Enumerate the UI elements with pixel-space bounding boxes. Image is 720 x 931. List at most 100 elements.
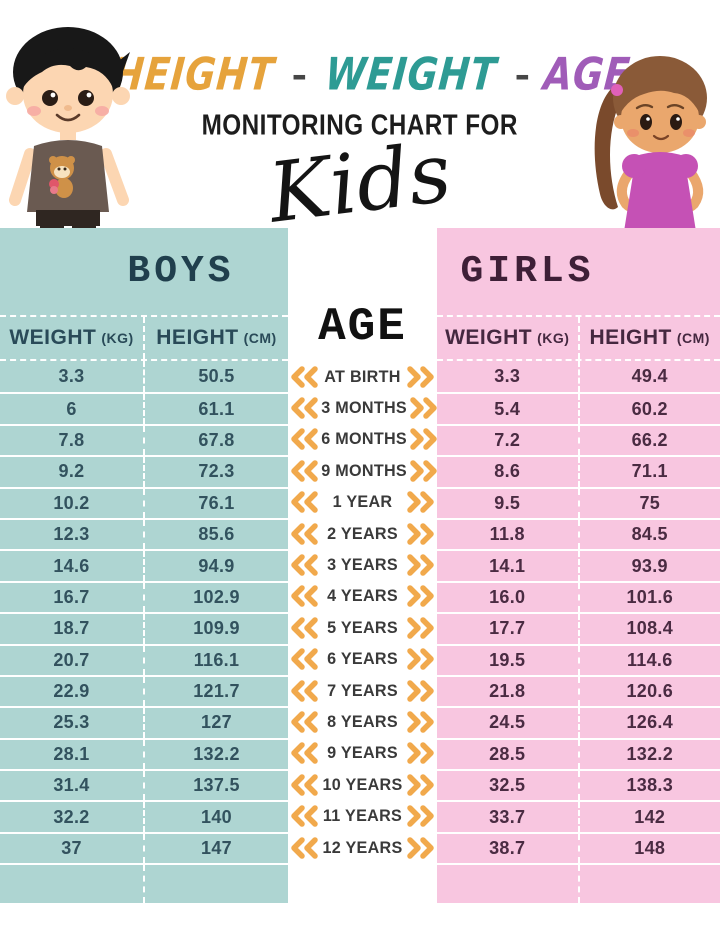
girls-weight-value: 7.2 xyxy=(494,429,521,450)
age-row: 3 MONTHS xyxy=(288,392,437,423)
boys-row: 37 147 xyxy=(0,831,288,864)
girls-weight-value: 11.8 xyxy=(489,524,525,545)
chevron-left-icon xyxy=(289,459,319,483)
boys-weight-value: 31.4 xyxy=(53,775,90,796)
age-row: 6 MONTHS xyxy=(288,424,437,455)
boys-row: 9.2 72.3 xyxy=(0,455,288,487)
chevron-left-icon xyxy=(289,616,319,640)
title-dash: - xyxy=(291,53,307,96)
girls-height-value: 75 xyxy=(577,488,720,518)
boys-weight-value: 18.7 xyxy=(53,618,90,639)
boys-weight-value: 10.2 xyxy=(53,492,90,513)
boys-row: 7.8 67.8 xyxy=(0,423,288,456)
chevron-right-icon xyxy=(406,647,436,671)
chevron-right-icon xyxy=(409,459,439,483)
age-label: 2 YEARS xyxy=(327,523,398,543)
boys-row: 6 61.1 xyxy=(0,392,288,424)
boys-column-headers: WEIGHT (KG) HEIGHT (CM) xyxy=(0,315,288,361)
boys-row: 32.2 140 xyxy=(0,800,288,832)
boys-height-value: 61.1 xyxy=(143,394,288,424)
age-label: 6 YEARS xyxy=(327,649,398,669)
girls-empty-cell xyxy=(437,865,578,903)
chevron-left-icon xyxy=(289,773,319,797)
age-row: 11 YEARS xyxy=(288,800,437,831)
age-row: 2 YEARS xyxy=(288,518,437,549)
girls-height-value: 49.4 xyxy=(577,361,720,393)
boys-table-title: BOYS xyxy=(127,250,235,293)
girls-height-value: 71.1 xyxy=(577,457,720,487)
boys-row: 12.3 85.6 xyxy=(0,517,288,550)
girls-weight-value: 3.3 xyxy=(494,366,521,387)
chevron-left-icon xyxy=(289,836,319,860)
chevron-right-icon xyxy=(406,365,436,389)
boys-weight-value: 16.7 xyxy=(53,586,90,607)
girls-row: 8.6 71.1 xyxy=(437,455,720,487)
girls-table-title: GIRLS xyxy=(460,250,595,293)
chevron-right-icon xyxy=(409,396,439,420)
girls-empty-cell xyxy=(577,865,720,903)
boys-height-value: 94.9 xyxy=(143,551,288,581)
age-label: 10 YEARS xyxy=(322,774,403,794)
title-dash: - xyxy=(514,53,530,96)
girls-weight-value: 21.8 xyxy=(489,681,526,702)
girls-height-value: 108.4 xyxy=(577,614,720,644)
age-row: 4 YEARS xyxy=(288,581,437,612)
girls-weight-value: 8.6 xyxy=(494,461,521,482)
girls-table-rows: 3.3 49.4 5.4 60.2 7.2 66.2 8.6 71.1 9.5 75 11.8 84.… xyxy=(437,361,720,903)
chevron-right-icon xyxy=(406,584,436,608)
chevron-left-icon xyxy=(289,365,319,389)
girls-weight-value: 32.5 xyxy=(489,775,526,796)
boys-height-header-label: HEIGHT xyxy=(156,326,239,349)
girls-weight-value: 19.5 xyxy=(489,649,526,670)
boys-row: 3.3 50.5 xyxy=(0,361,288,393)
boys-empty-cell xyxy=(0,865,143,903)
girls-row: 9.5 75 xyxy=(437,486,720,518)
girls-row: 21.8 120.6 xyxy=(437,674,720,707)
boys-height-value: 67.8 xyxy=(143,425,288,456)
girls-row: 28.5 132.2 xyxy=(437,737,720,770)
age-label: 11 YEARS xyxy=(322,806,403,826)
boys-empty-cell xyxy=(143,865,288,903)
girls-weight-unit: (KG) xyxy=(537,330,570,346)
age-row: 9 MONTHS xyxy=(288,455,437,486)
girls-height-value: 148 xyxy=(577,833,720,864)
age-label: AT BIRTH xyxy=(324,366,401,386)
chevron-left-icon xyxy=(289,741,319,765)
boys-weight-value: 3.3 xyxy=(58,366,85,387)
girls-weight-value: 28.5 xyxy=(489,743,526,764)
girls-height-value: 114.6 xyxy=(577,645,720,675)
girls-height-value: 101.6 xyxy=(577,582,720,613)
boys-height-value: 76.1 xyxy=(143,488,288,518)
girls-row: 33.7 142 xyxy=(437,800,720,832)
girls-height-value: 84.5 xyxy=(577,519,720,550)
boys-table: BOYS WEIGHT (KG) HEIGHT (CM) 3.3 50.5 6 61.… xyxy=(0,228,288,903)
age-label: 9 YEARS xyxy=(327,743,398,763)
girls-weight-value: 33.7 xyxy=(489,806,526,827)
boys-row: 16.7 102.9 xyxy=(0,580,288,613)
age-column-title: AGE xyxy=(318,301,407,353)
main-title: HEIGHT - WEIGHT - AGE xyxy=(110,46,632,104)
girls-row: 24.5 126.4 xyxy=(437,706,720,738)
age-row: 7 YEARS xyxy=(288,675,437,706)
boys-height-value: 85.6 xyxy=(143,519,288,550)
boys-row: 22.9 121.7 xyxy=(0,674,288,707)
girls-height-value: 132.2 xyxy=(577,739,720,770)
chevron-right-icon xyxy=(406,553,436,577)
age-row: 1 YEAR xyxy=(288,487,437,518)
girls-height-value: 93.9 xyxy=(577,551,720,581)
boys-weight-value: 9.2 xyxy=(58,461,85,482)
age-label: 9 MONTHS xyxy=(321,460,407,480)
boys-weight-unit: (KG) xyxy=(101,330,134,346)
title-word-weight: WEIGHT xyxy=(322,49,499,101)
age-label: 5 YEARS xyxy=(327,617,398,637)
age-row: 3 YEARS xyxy=(288,549,437,580)
girls-row: 7.2 66.2 xyxy=(437,423,720,456)
boys-height-value: 132.2 xyxy=(143,739,288,770)
girls-weight-header-label: WEIGHT xyxy=(445,326,533,349)
boys-weight-value: 32.2 xyxy=(53,806,90,827)
boys-height-value: 137.5 xyxy=(143,771,288,801)
chevron-left-icon xyxy=(289,584,319,608)
age-row: 8 YEARS xyxy=(288,706,437,737)
girls-weight-value: 24.5 xyxy=(489,712,526,733)
age-label: 7 YEARS xyxy=(327,680,398,700)
